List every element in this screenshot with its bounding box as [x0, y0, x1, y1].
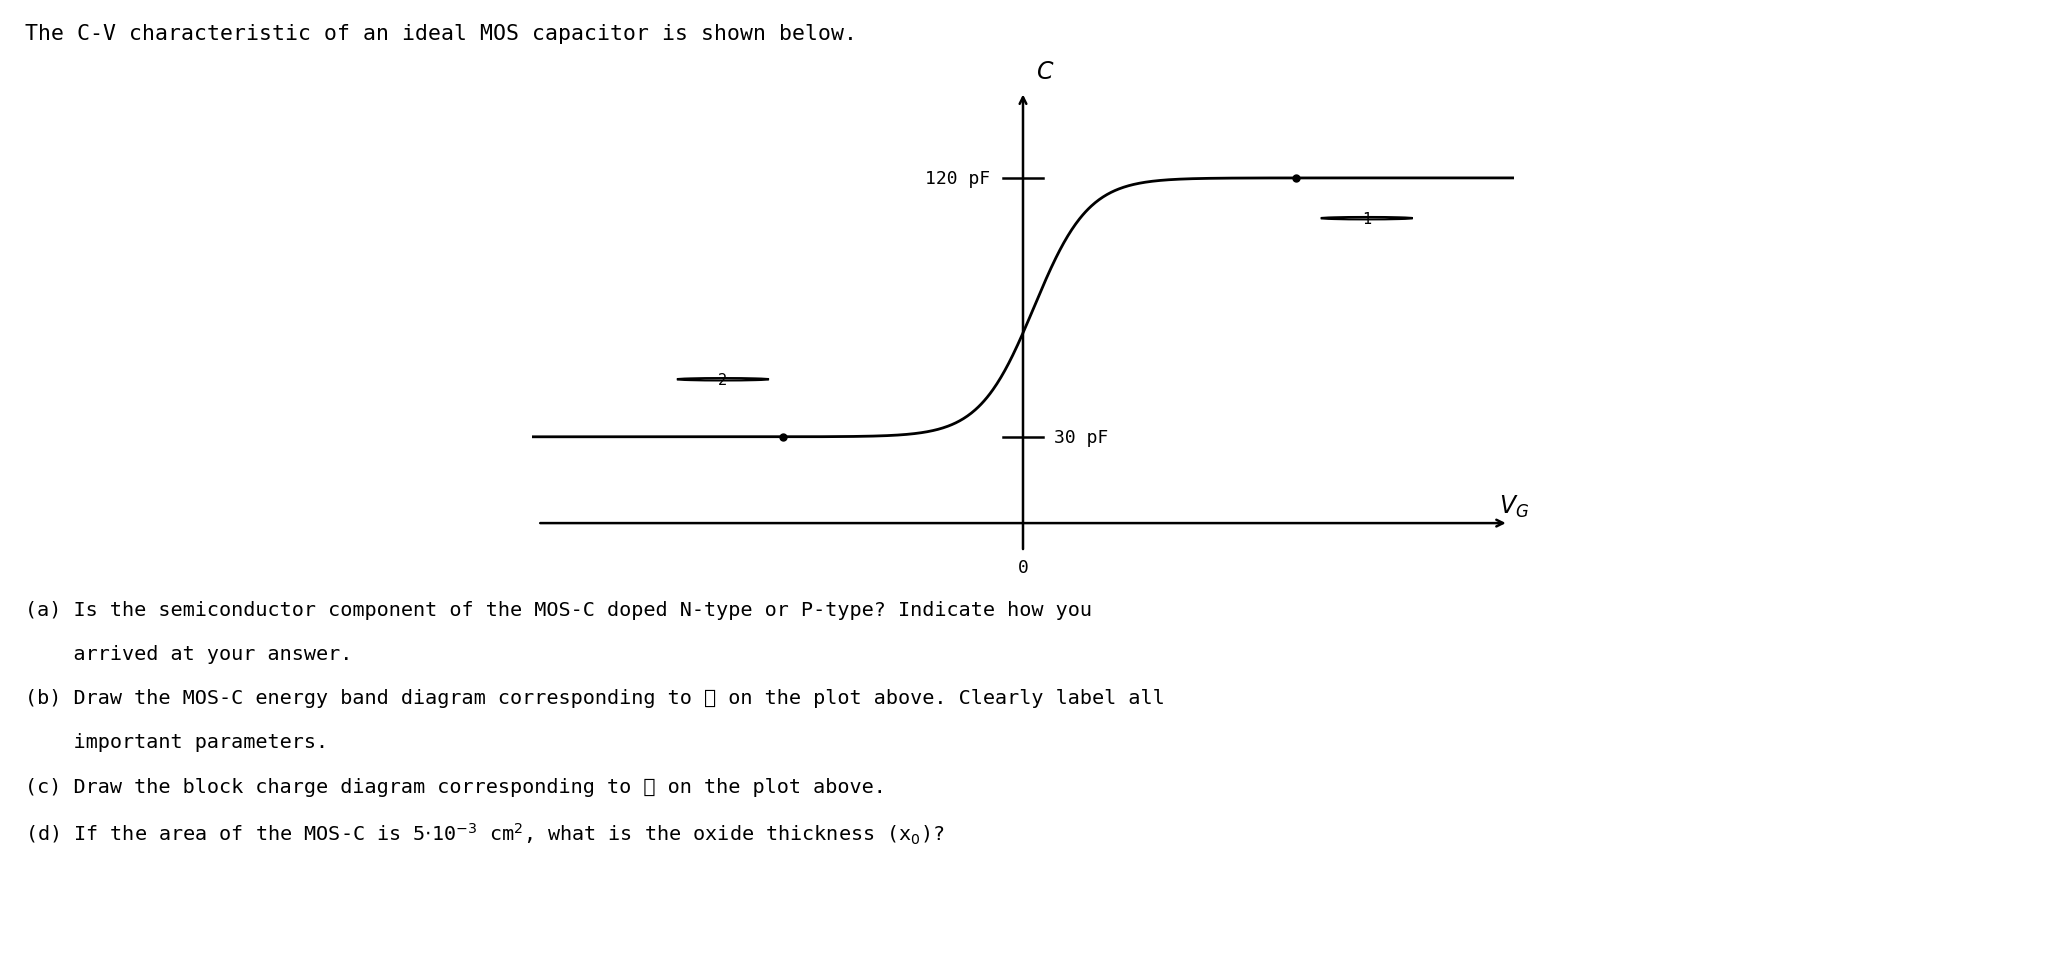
Text: 0: 0 [1017, 558, 1029, 576]
Text: (b) Draw the MOS-C energy band diagram corresponding to ② on the plot above. Cle: (b) Draw the MOS-C energy band diagram c… [25, 689, 1164, 707]
Text: 120 pF: 120 pF [925, 170, 990, 188]
Text: 2: 2 [718, 372, 728, 387]
Text: 1: 1 [1363, 211, 1371, 227]
Text: important parameters.: important parameters. [25, 733, 327, 751]
Text: arrived at your answer.: arrived at your answer. [25, 645, 352, 663]
Text: 30 pF: 30 pF [1054, 428, 1109, 446]
Text: $\mathit{V_G}$: $\mathit{V_G}$ [1500, 493, 1528, 519]
Text: (d) If the area of the MOS-C is 5$\cdot$10$^{-3}$ cm$^{2}$, what is the oxide th: (d) If the area of the MOS-C is 5$\cdot$… [25, 821, 945, 846]
Text: $\mathit{C}$: $\mathit{C}$ [1035, 61, 1054, 84]
Text: (c) Draw the block charge diagram corresponding to ① on the plot above.: (c) Draw the block charge diagram corres… [25, 777, 886, 795]
Text: The C-V characteristic of an ideal MOS capacitor is shown below.: The C-V characteristic of an ideal MOS c… [25, 24, 857, 44]
Text: (a) Is the semiconductor component of the MOS-C doped N-type or P-type? Indicate: (a) Is the semiconductor component of th… [25, 601, 1093, 619]
